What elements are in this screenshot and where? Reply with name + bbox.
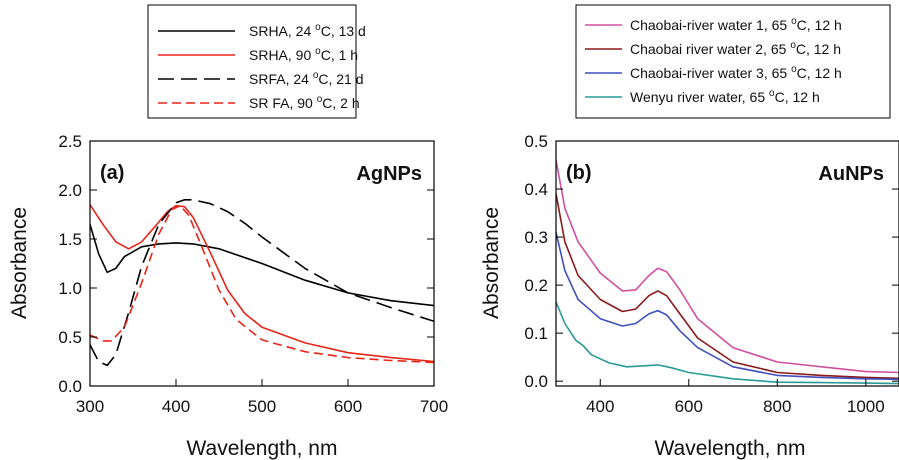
legend-b-box xyxy=(575,4,891,119)
x-tick-label-b-3: 1000 xyxy=(847,397,885,416)
series-line-a-2 xyxy=(90,204,434,363)
y-ticks-a: 0.0 0.5 1.0 1.5 2.0 2.5 xyxy=(58,132,434,396)
y-tick-label-b-5: 0.5 xyxy=(524,132,548,151)
series-line-b-4 xyxy=(556,301,899,385)
x-tick-label-a-2: 500 xyxy=(248,397,276,416)
series-line-a-1 xyxy=(90,224,434,307)
x-tick-label-b-1: 600 xyxy=(675,397,703,416)
x-tick-label-b-2: 800 xyxy=(763,397,791,416)
chart-b: Chaobai-river water 1, 65 oC, 12 h Chaoba… xyxy=(480,4,899,460)
y-tick-label-b-4: 0.4 xyxy=(524,180,548,199)
series-line-a-3 xyxy=(90,199,434,367)
x-ticks-a: 300 400 500 600 700 xyxy=(76,379,448,416)
series-b xyxy=(556,160,899,385)
legend-label-a-4: SR FA, 90 oC, 2 h xyxy=(249,94,360,111)
legend-a-box xyxy=(147,4,357,119)
series-line-b-2 xyxy=(556,193,899,380)
plot-frame-b xyxy=(555,140,899,387)
series-line-b-1 xyxy=(556,160,899,374)
series-a xyxy=(90,199,434,367)
legend-label-b-1: Chaobai-river water 1, 65 oC, 12 h xyxy=(630,16,842,33)
series-line-a-4 xyxy=(90,204,434,364)
y-tick-label-a-4: 2.0 xyxy=(58,181,82,200)
y-tick-label-b-0: 0.0 xyxy=(524,372,548,391)
y-tick-label-b-2: 0.2 xyxy=(524,276,548,295)
y-tick-label-b-3: 0.3 xyxy=(524,228,548,247)
y-tick-label-a-5: 2.5 xyxy=(58,132,82,151)
x-tick-label-b-0: 400 xyxy=(586,397,614,416)
y-tick-label-a-3: 1.5 xyxy=(58,230,82,249)
legend-b: Chaobai-river water 1, 65 oC, 12 h Chaoba… xyxy=(575,4,891,119)
y-tick-label-a-1: 0.5 xyxy=(58,328,82,347)
y-tick-label-a-2: 1.0 xyxy=(58,279,82,298)
x-tick-label-a-1: 400 xyxy=(162,397,190,416)
y-tick-label-b-1: 0.1 xyxy=(524,324,548,343)
legend-label-b-2: Chaobai river water 2, 65 oC, 12 h xyxy=(630,40,841,57)
y-ticks-b: 0.0 0.1 0.2 0.3 0.4 0.5 xyxy=(524,132,899,391)
x-tick-label-a-4: 700 xyxy=(420,397,448,416)
y-tick-label-a-0: 0.0 xyxy=(58,377,82,396)
legend-label-a-2: SRHA, 90 oC, 1 h xyxy=(249,46,358,63)
y-axis-label-a: Absorbance xyxy=(8,207,31,319)
annotation-a: AgNPs xyxy=(356,163,422,185)
y-axis-label-b: Absorbance xyxy=(480,207,503,319)
legend-label-b-3: Chaobai-river water 3, 65 oC, 12 h xyxy=(630,64,842,81)
x-axis-label-a: Wavelength, nm xyxy=(187,437,338,460)
annotation-b: AuNPs xyxy=(818,163,884,185)
legend-label-a-3: SRFA, 24 oC, 21 d xyxy=(249,70,364,87)
legend-a: SRHA, 24 oC, 13 d SRHA, 90 oC, 1 h SRFA, 2… xyxy=(147,4,366,119)
legend-a-items: SRHA, 24 oC, 13 d SRHA, 90 oC, 1 h SRFA, 2… xyxy=(158,22,366,111)
chart-a: SRHA, 24 oC, 13 d SRHA, 90 oC, 1 h SRFA, 2… xyxy=(8,4,448,460)
x-tick-label-a-3: 600 xyxy=(334,397,362,416)
legend-b-items: Chaobai-river water 1, 65 oC, 12 h Chaoba… xyxy=(585,16,842,105)
x-axis-label-b: Wavelength, nm xyxy=(655,437,806,460)
x-tick-label-a-0: 300 xyxy=(76,397,104,416)
legend-label-b-4: Wenyu river water, 65 oC, 12 h xyxy=(630,88,820,105)
x-ticks-b: 400 600 800 1000 xyxy=(586,379,885,416)
panel-label-a: (a) xyxy=(100,162,124,184)
panel-label-b: (b) xyxy=(566,162,592,184)
legend-label-a-1: SRHA, 24 oC, 13 d xyxy=(249,22,366,39)
series-line-b-3 xyxy=(556,232,899,381)
